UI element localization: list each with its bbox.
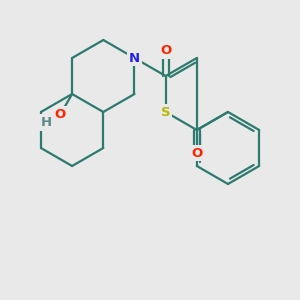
Text: H: H (41, 116, 52, 129)
Text: O: O (191, 147, 202, 160)
Text: N: N (129, 52, 140, 64)
Text: S: S (161, 106, 170, 118)
Text: O: O (55, 108, 66, 121)
Text: O: O (160, 44, 171, 58)
